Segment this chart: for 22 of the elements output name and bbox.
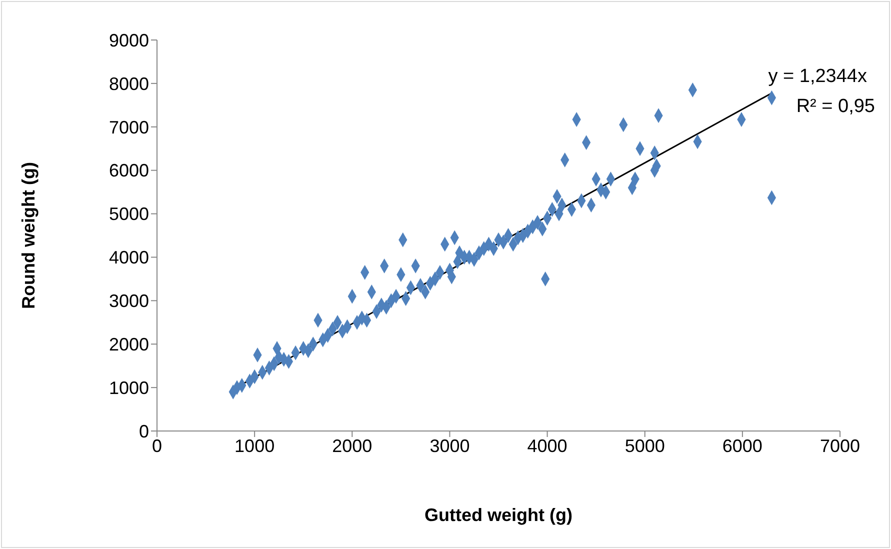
x-tick-label: 0 xyxy=(152,436,162,456)
x-tick-label: 7000 xyxy=(820,436,860,456)
y-tick-label: 3000 xyxy=(108,291,149,312)
x-axis-title: Gutted weight (g) xyxy=(424,505,572,525)
y-tick-label: 2000 xyxy=(108,334,149,354)
x-tick-label: 2000 xyxy=(332,436,372,456)
x-tick-label: 6000 xyxy=(722,436,762,456)
x-tick-label: 5000 xyxy=(624,436,665,456)
y-tick-label: 7000 xyxy=(108,117,149,138)
y-tick-label: 4000 xyxy=(108,248,149,268)
y-tick-label: 0 xyxy=(138,421,149,442)
y-tick-label: 9000 xyxy=(108,30,149,50)
y-tick-label: 5000 xyxy=(108,204,149,224)
y-tick-label: 1000 xyxy=(108,378,149,398)
y-axis-title: Round weight (g) xyxy=(18,162,38,309)
x-tick-label: 1000 xyxy=(234,436,275,456)
y-tick-label: 8000 xyxy=(108,74,149,94)
y-tick-label: 6000 xyxy=(108,160,149,181)
annotation: y = 1,2344x xyxy=(768,66,867,88)
x-tick-label: 4000 xyxy=(527,436,568,456)
annotation: R² = 0,95 xyxy=(796,96,875,118)
x-tick-label: 3000 xyxy=(430,436,470,456)
